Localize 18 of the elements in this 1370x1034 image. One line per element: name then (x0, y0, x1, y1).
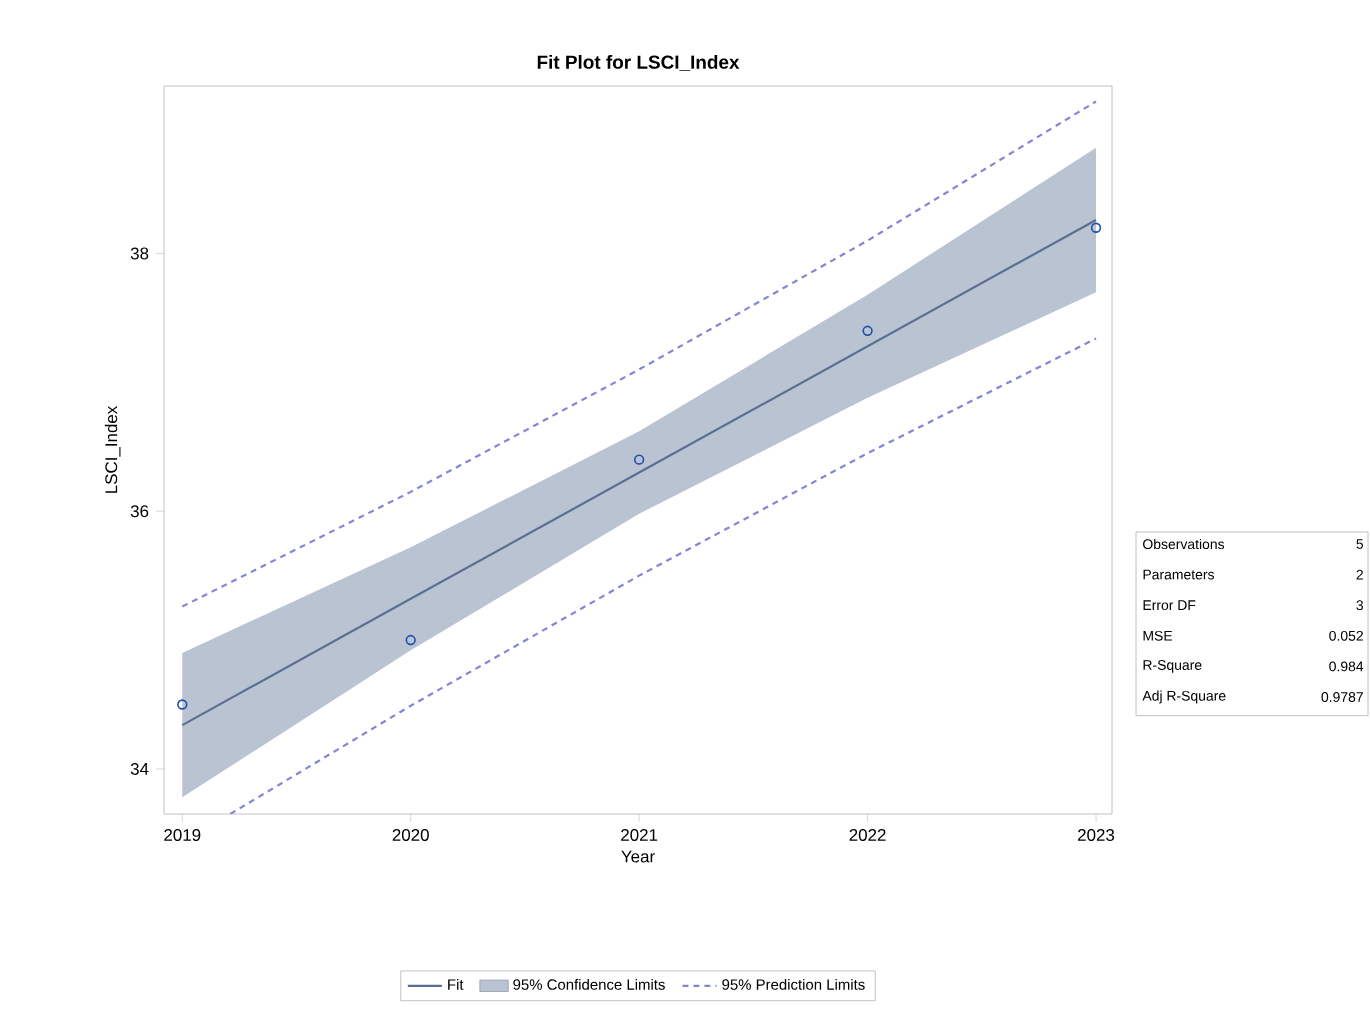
y-tick-label: 36 (130, 505, 149, 518)
chart-title: Fit Plot for LSCI_Index (537, 54, 740, 71)
x-tick-label: 2021 (621, 829, 658, 841)
y-tick-label: 38 (130, 247, 149, 260)
y-axis-title: LSCI_Index (104, 405, 121, 493)
line-series (229, 337, 1098, 814)
point (862, 325, 873, 336)
point (177, 699, 188, 710)
y-tick-label: 34 (130, 762, 149, 775)
x-tick-label: 2019 (164, 829, 201, 841)
x-tick-label: 2023 (1078, 829, 1115, 841)
x-axis-title: Year (621, 850, 655, 863)
x-tick-label: 2022 (849, 829, 886, 841)
x-tick-label: 2020 (392, 829, 429, 841)
point (1090, 222, 1102, 233)
line-series (181, 100, 1098, 608)
point (633, 454, 645, 465)
point (405, 634, 416, 646)
